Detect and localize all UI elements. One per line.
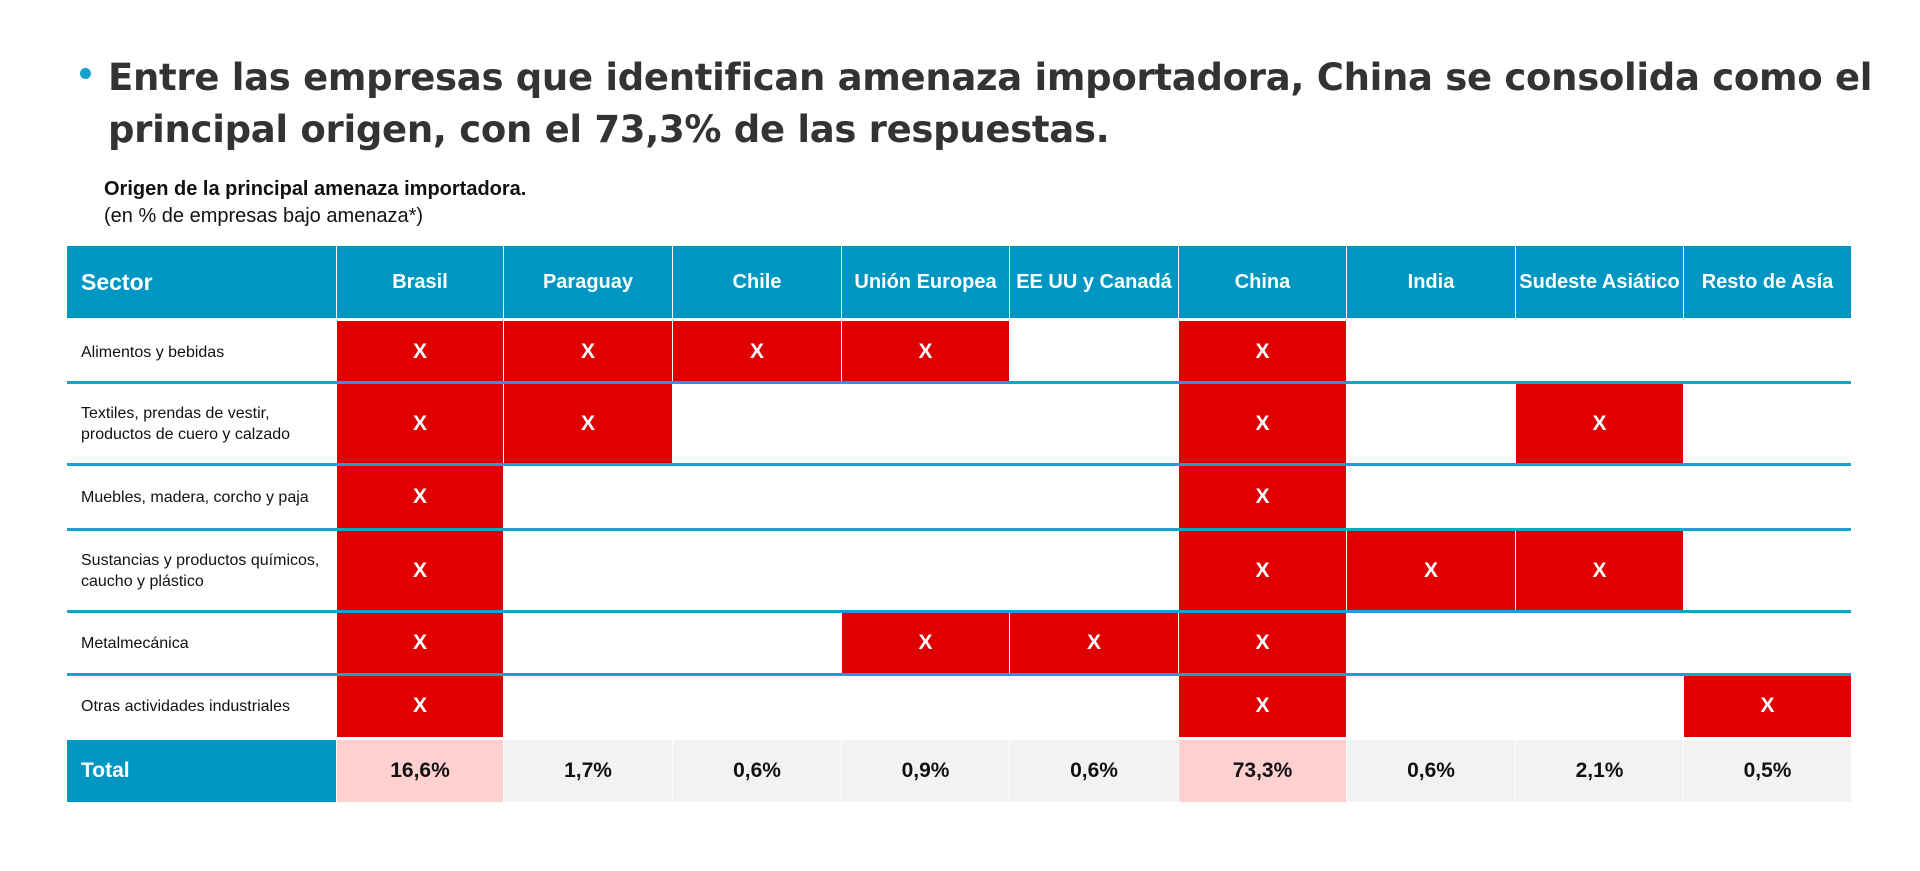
- threat-mark-cell: X: [842, 612, 1009, 674]
- threat-mark-cell: X: [1179, 383, 1346, 464]
- column-header: Sudeste Asiático: [1516, 246, 1683, 318]
- threat-mark-cell: X: [842, 321, 1009, 382]
- row-divider: [67, 673, 1851, 676]
- total-value: 1,7%: [504, 740, 672, 802]
- total-value: 0,6%: [673, 740, 841, 802]
- threat-mark-cell: X: [1516, 530, 1683, 611]
- threat-mark-cell: X: [1179, 675, 1346, 737]
- threat-mark-cell: X: [337, 465, 503, 529]
- column-header: China: [1179, 246, 1346, 318]
- row-divider: [67, 610, 1851, 613]
- row-label: Textiles, prendas de vestir, productos d…: [81, 405, 291, 443]
- total-value: 16,6%: [337, 740, 503, 802]
- threat-mark-cell: X: [1010, 612, 1178, 674]
- row-label: Otras actividades industriales: [81, 698, 290, 715]
- row-label: Metalmecánica: [81, 635, 189, 652]
- column-header: Paraguay: [504, 246, 672, 318]
- total-value: 2,1%: [1516, 740, 1683, 802]
- total-value: 0,6%: [1010, 740, 1178, 802]
- total-value: 73,3%: [1179, 740, 1346, 802]
- threat-mark-cell: X: [504, 321, 672, 382]
- column-header: Unión Europea: [842, 246, 1009, 318]
- column-header: India: [1347, 246, 1515, 318]
- threat-mark-cell: X: [1684, 675, 1851, 737]
- threat-mark-cell: X: [1516, 383, 1683, 464]
- threat-mark-cell: X: [1179, 321, 1346, 382]
- row-divider: [67, 463, 1851, 466]
- threat-mark-cell: X: [337, 321, 503, 382]
- total-value: 0,6%: [1347, 740, 1515, 802]
- column-header: EE UU y Canadá: [1010, 246, 1178, 318]
- column-header: Chile: [673, 246, 841, 318]
- headline: Entre las empresas que identifican amena…: [108, 56, 1873, 151]
- row-label: Muebles, madera, corcho y paja: [81, 489, 309, 506]
- threat-mark-cell: X: [1179, 530, 1346, 611]
- threat-mark-cell: X: [673, 321, 841, 382]
- row-divider: [67, 528, 1851, 531]
- threat-mark-cell: X: [337, 675, 503, 737]
- threat-mark-cell: X: [1179, 465, 1346, 529]
- threat-mark-cell: X: [337, 612, 503, 674]
- total-value: 0,5%: [1684, 740, 1851, 802]
- threat-mark-cell: X: [337, 383, 503, 464]
- row-label: Alimentos y bebidas: [81, 343, 225, 361]
- bullet-icon: [80, 68, 91, 79]
- row-label: Sustancias y productos químicos, caucho …: [81, 552, 320, 590]
- table-title: Origen de la principal amenaza importado…: [104, 178, 527, 200]
- total-label: Total: [67, 740, 336, 802]
- threat-mark-cell: X: [1347, 530, 1515, 611]
- row-divider: [67, 381, 1851, 384]
- column-header: Resto de Asía: [1684, 246, 1851, 318]
- table-note: (en % de empresas bajo amenaza*): [104, 205, 424, 227]
- threat-mark-cell: X: [1179, 612, 1346, 674]
- column-header: Sector: [67, 246, 336, 318]
- total-value: 0,9%: [842, 740, 1009, 802]
- threat-mark-cell: X: [337, 530, 503, 611]
- column-header: Brasil: [337, 246, 503, 318]
- threat-mark-cell: X: [504, 383, 672, 464]
